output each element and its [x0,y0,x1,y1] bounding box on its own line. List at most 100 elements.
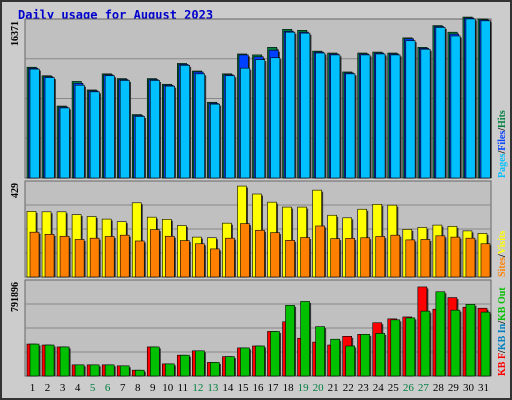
legend-segment: / [497,321,508,325]
x-tick-label: 25 [388,382,400,394]
pages-bar [240,67,251,179]
kbout-bar [104,364,115,377]
sites-bar [104,236,115,278]
y-max-label: 16371 [10,21,21,46]
sites-bar [149,229,160,278]
sites-bar [450,236,461,278]
x-tick-label: 28 [433,382,445,394]
legend-segment: Files [497,131,508,151]
kbout-bar [300,301,310,377]
x-tick-label: 18 [283,382,295,394]
x-tick-label: 22 [343,382,354,394]
legend-segment: Pages [497,153,508,178]
legend-segment: KB Out [497,287,508,321]
kbout-bar [285,305,295,377]
pages-bar [420,48,431,179]
x-tick-label: 6 [105,382,111,394]
kbout-bar [44,344,55,377]
legend-segment: / [497,128,508,132]
sites-bar [225,237,235,278]
pages-bar [360,54,371,179]
pages-bar [390,54,401,179]
sites-bar [480,243,491,278]
sites-bar [180,240,190,278]
pages-bar [180,65,190,179]
kbout-bar [240,347,250,377]
pages-bar [134,116,145,179]
kbout-bar [225,356,235,377]
sites-bar [29,231,40,278]
x-tick-label: 12 [192,382,203,394]
x-tick-label: 26 [403,382,415,394]
kbout-bar [119,365,130,377]
sites-bar [285,240,295,278]
pages-bar [330,54,341,179]
sites-bar [119,234,130,278]
pages-bar [210,103,221,179]
x-tick-label: 15 [237,382,249,394]
kbout-bar [435,291,446,377]
legend-segment: KB In [497,323,508,350]
x-tick-label: 17 [268,382,280,394]
kbout-bar [465,304,476,377]
legend-segment: KB F [497,353,508,376]
legend-label: Pages/Files/Hits [497,110,508,178]
pages-bar [450,35,461,179]
sites-bar [465,237,476,278]
x-tick-label: 21 [328,382,339,394]
sites-bar [435,235,446,278]
legend-segment: / [497,254,508,258]
pages-bar [149,80,160,179]
sites-bar [240,223,250,278]
kbout-bar [74,364,85,377]
kbout-bar [375,333,386,377]
sites-bar [300,237,310,278]
pages-bar [300,32,311,179]
kbout-bar [164,363,175,377]
x-tick-label: 7 [120,382,126,394]
pages-bar [89,91,100,179]
kbout-bar [89,364,100,377]
pages-bar [375,53,386,179]
kbout-bar [29,343,40,377]
pages-bar [270,57,281,179]
x-tick-label: 1 [30,382,36,394]
pages-bar [315,52,326,179]
kbout-bar [180,354,190,377]
sites-bar [134,240,145,278]
sites-bar [345,238,355,278]
x-tick-label: 14 [222,382,234,394]
kbout-bar [390,319,401,377]
x-tick-label: 24 [373,382,385,394]
y-max-label: 791896 [10,282,21,312]
sites-bar [315,225,325,278]
kbout-bar [480,311,491,377]
x-tick-label: 4 [75,382,81,394]
pages-bar [480,20,491,179]
y-max-label: 429 [10,183,21,198]
pages-bar [345,73,356,179]
pages-bar [255,59,266,179]
legend-segment: / [497,151,508,155]
x-tick-label: 13 [207,382,219,394]
pages-bar [405,40,416,179]
sites-bar [44,234,55,278]
pages-bar [435,27,446,179]
sites-bar [270,232,280,278]
kbout-bar [360,334,371,377]
sites-bar [89,237,100,278]
kbout-bar [134,369,145,377]
sites-bar [59,235,70,278]
sites-bar [405,239,416,278]
x-tick-label: 5 [90,382,96,394]
sites-bar [420,239,431,278]
sites-bar [375,236,386,278]
legend-label: Sites/Visits [497,231,508,277]
x-tick-label: 2 [45,382,51,394]
x-tick-label: 19 [298,382,310,394]
sites-bar [360,237,371,278]
pages-bar [195,73,205,179]
kbout-bar [315,326,325,377]
pages-bar [465,18,476,179]
